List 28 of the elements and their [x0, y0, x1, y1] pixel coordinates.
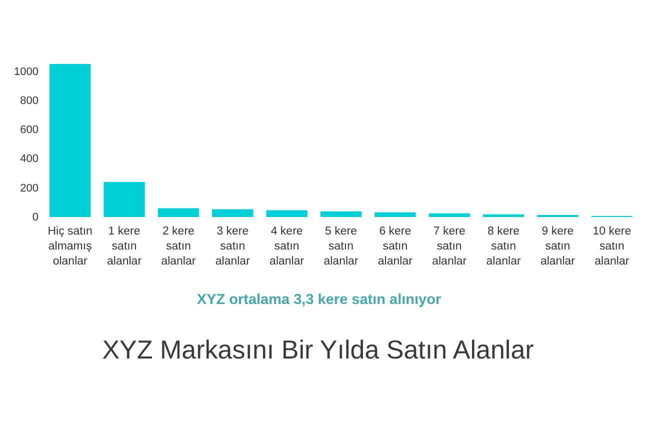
- y-tick-label: 400: [20, 153, 38, 166]
- y-tick-label: 200: [20, 182, 38, 194]
- bar: [266, 210, 308, 217]
- x-tick-label: 2 kere satın alanlar: [161, 226, 196, 268]
- text: XYZ ortalama 3,3 kere satın alınıyor: [196, 292, 442, 308]
- bar: [50, 64, 91, 217]
- x-tick-label: 6 kere satın alanlar: [378, 226, 413, 268]
- bar: [374, 212, 416, 217]
- y-tick-label: 0: [32, 212, 38, 224]
- text: XYZ Markasını Bir Yılda Satın Alanlar: [102, 334, 534, 364]
- y-tick-label: 1000: [14, 66, 38, 78]
- x-tick-label: Hiç satın almamış olanlar: [48, 226, 92, 268]
- bar: [482, 214, 524, 217]
- y-tick-label: 800: [20, 94, 38, 107]
- y-tick-label: 600: [20, 124, 38, 136]
- bar: [104, 182, 145, 217]
- x-tick-label: 10 kere satın alanlar: [592, 226, 632, 268]
- bar: [158, 208, 200, 217]
- x-tick-label: 3 kere satın alanlar: [215, 226, 250, 268]
- bar: [320, 211, 362, 217]
- x-tick-label: 9 kere satın alanlar: [540, 226, 576, 268]
- x-tick-label: 5 kere satın alanlar: [324, 226, 358, 268]
- x-tick-label: 1 kere satın alanlar: [107, 226, 142, 268]
- x-tick-label: 7 kere satın alanlar: [432, 226, 467, 268]
- x-tick-label: 4 kere satın alanlar: [270, 226, 304, 268]
- bar: [212, 209, 254, 217]
- x-tick-label: 8 kere satın alanlar: [486, 226, 521, 268]
- bar: [428, 213, 470, 217]
